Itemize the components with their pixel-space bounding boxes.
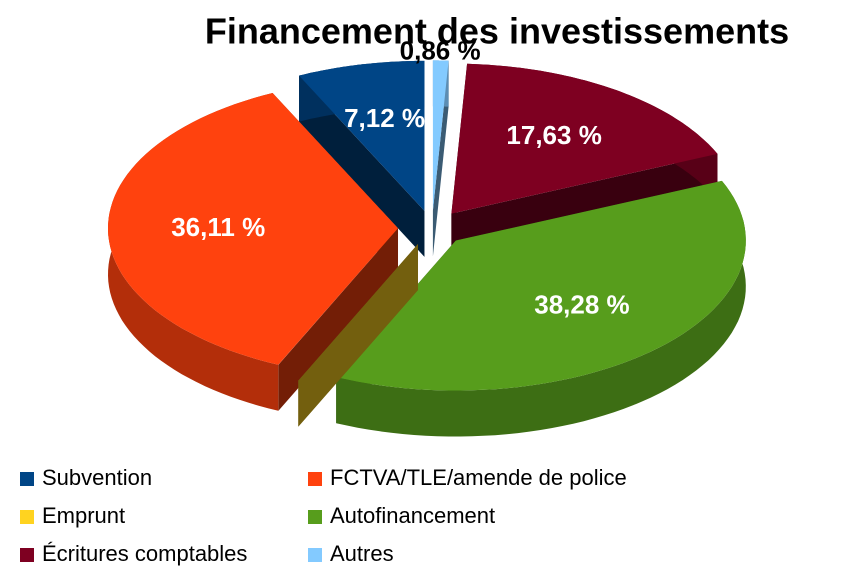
legend-swatch xyxy=(308,548,322,562)
legend-swatch xyxy=(308,510,322,524)
legend-swatch xyxy=(20,548,34,562)
slice-side xyxy=(432,60,449,257)
legend-label: FCTVA/TLE/amende de police xyxy=(330,465,627,490)
slice-side xyxy=(299,75,425,257)
slice xyxy=(432,60,449,257)
data-label: 36,11 % xyxy=(171,212,265,242)
slice-top xyxy=(298,244,418,381)
slice xyxy=(336,180,746,437)
data-label: 17,63 % xyxy=(506,120,601,150)
slice-top xyxy=(108,93,399,365)
data-label: 38,28 % xyxy=(534,290,629,320)
slice-top xyxy=(299,60,425,211)
chart-title: Financement des investissements xyxy=(205,11,789,52)
slice-wall xyxy=(336,180,746,437)
legend-label: Subvention xyxy=(42,465,152,490)
legend-label: Autres xyxy=(330,541,394,566)
slice-top xyxy=(336,180,746,391)
data-label: 7,12 % xyxy=(344,103,425,133)
slice-top xyxy=(432,60,449,211)
slice xyxy=(298,244,418,427)
slice xyxy=(299,60,425,257)
legend-label: Emprunt xyxy=(42,503,125,528)
legend-label: Autofinancement xyxy=(330,503,495,528)
slice xyxy=(108,92,399,411)
slice-side xyxy=(278,228,399,411)
data-label: 0,86 % xyxy=(400,35,481,65)
legend-swatch xyxy=(308,472,322,486)
slice-top xyxy=(451,63,718,214)
legend-label: Écritures comptables xyxy=(42,541,247,566)
slice-side xyxy=(298,244,418,427)
legend-swatch xyxy=(20,510,34,524)
legend-swatch xyxy=(20,472,34,486)
